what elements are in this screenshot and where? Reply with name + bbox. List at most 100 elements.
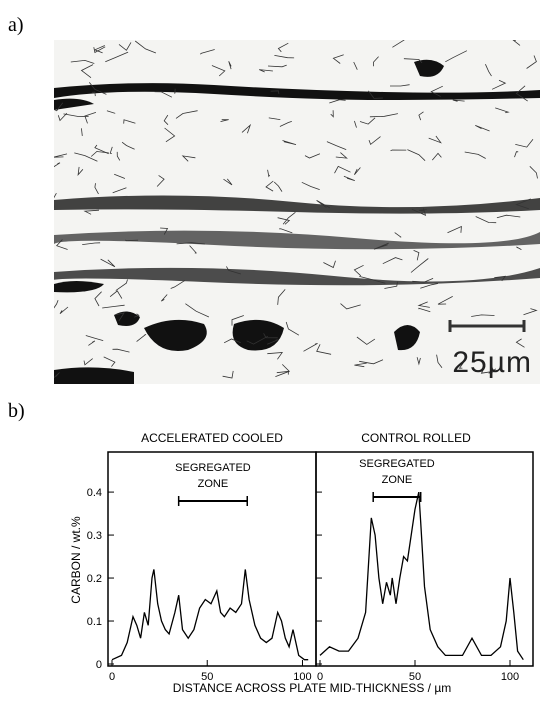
grain-boundary [354, 167, 361, 175]
grain-boundary [316, 200, 330, 209]
carbon-profile-line [111, 569, 309, 661]
segregated-zone-label: ZONE [198, 478, 229, 490]
grain-boundary [246, 335, 269, 345]
grain-boundary [121, 141, 135, 150]
grain-boundary [267, 352, 284, 360]
x-tick-label: 0 [317, 671, 323, 683]
grain-boundary [115, 312, 125, 322]
x-tick-label: 0 [109, 671, 115, 683]
grain-boundary [494, 275, 507, 282]
grain-boundary [326, 141, 347, 150]
grain-boundary [392, 40, 405, 48]
grain-boundary [265, 180, 274, 192]
grain-boundary [112, 348, 130, 353]
grain-boundary [394, 232, 402, 238]
grain-boundary [428, 135, 442, 144]
grain-boundary [267, 64, 287, 68]
grain-boundary [330, 110, 334, 118]
x-tick-label: 100 [501, 671, 519, 683]
grain-boundary [416, 357, 421, 366]
scale-bar-label: 25µm [452, 346, 532, 379]
grain-boundary [161, 294, 168, 302]
grain-boundary [163, 114, 169, 125]
grain-boundary [437, 296, 453, 305]
chart-title-right: CONTROL ROLLED [361, 431, 471, 445]
dark-band [144, 319, 207, 352]
grain-boundary [445, 50, 468, 63]
grain-boundary [134, 313, 140, 318]
grain-boundary [515, 198, 531, 210]
carbon-profile-chart: ACCELERATED COOLED CONTROL ROLLED CARBON… [69, 431, 534, 695]
dark-band [114, 311, 140, 326]
grain-boundary [223, 178, 233, 186]
grain-boundary [109, 290, 123, 299]
grain-boundary [304, 153, 321, 159]
grain-boundary [277, 289, 286, 305]
grain-boundary [413, 250, 420, 261]
grain-boundary [77, 166, 84, 177]
dark-band [54, 83, 540, 100]
grain-boundary [154, 91, 173, 98]
grain-boundary [185, 303, 210, 318]
x-tick-label: 100 [293, 671, 311, 683]
grain-boundary [181, 155, 196, 162]
grain-boundary [123, 119, 136, 124]
grain-boundary [356, 336, 376, 345]
grain-boundary [93, 45, 105, 54]
dark-band [54, 367, 134, 384]
scale-bar [448, 320, 526, 332]
dark-band [54, 281, 104, 293]
grain-boundary [156, 175, 165, 187]
grain-boundary [74, 152, 98, 162]
chart-title-left: ACCELERATED COOLED [141, 431, 283, 445]
grain-boundary [54, 162, 61, 168]
grain-boundary [81, 128, 83, 136]
grain-boundary [316, 344, 332, 355]
grain-boundary [83, 358, 93, 366]
grain-boundary [282, 140, 297, 145]
grain-boundary [222, 370, 234, 379]
grain-boundary [285, 321, 300, 336]
grain-boundary [340, 303, 361, 310]
dark-band [54, 267, 540, 286]
grain-boundary [189, 245, 198, 254]
grain-boundary [94, 144, 109, 155]
grain-boundary [160, 227, 169, 235]
grain-boundary [267, 169, 271, 178]
grain-boundary [88, 340, 96, 346]
grain-boundary [403, 58, 423, 64]
grain-boundary [274, 55, 295, 59]
micrograph-image: 25µm [54, 40, 540, 384]
grain-boundary [118, 42, 132, 51]
y-tick-label: 0.4 [87, 487, 102, 499]
grain-boundary [105, 51, 129, 63]
grain-boundary [369, 113, 398, 118]
grain-boundary [475, 125, 490, 132]
grain-boundary [211, 65, 226, 77]
grain-boundary [412, 278, 434, 283]
grain-boundary [226, 266, 242, 275]
grain-boundary [359, 359, 384, 365]
grain-boundary [277, 42, 289, 53]
grain-boundary [91, 91, 96, 97]
dark-band [232, 319, 284, 351]
grain-boundary [54, 193, 57, 208]
y-tick-label: 0 [96, 659, 102, 671]
grain-boundary [514, 151, 519, 158]
grain-boundary [390, 149, 407, 152]
grain-boundary [447, 225, 462, 234]
grain-boundary [516, 246, 522, 250]
panel-label-b: b) [8, 400, 25, 422]
grain-boundary [231, 315, 244, 326]
grain-boundary [57, 112, 68, 122]
grain-boundary [523, 308, 538, 316]
grain-boundary [407, 149, 426, 161]
grain-boundary [420, 283, 439, 289]
grain-boundary [70, 59, 95, 64]
grain-boundary [116, 151, 121, 161]
grain-boundary [174, 88, 176, 94]
grain-boundary [458, 362, 464, 369]
grain-boundary [418, 307, 431, 313]
x-tick-label: 50 [201, 671, 213, 683]
grain-boundary [273, 181, 283, 192]
